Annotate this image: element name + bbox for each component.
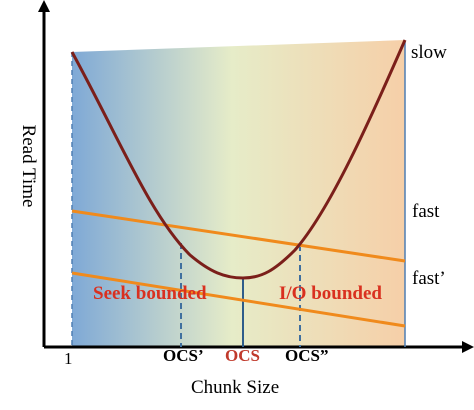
ocs-double-prime-label: OCS” (285, 346, 329, 365)
x-axis-label: Chunk Size (191, 377, 280, 398)
x-axis-arrow (462, 341, 474, 353)
y-axis-label: Read Time (18, 124, 39, 208)
ocs-label: OCS (225, 346, 260, 365)
slow-label: slow (411, 42, 447, 63)
fast-label: fast (412, 201, 440, 222)
fast-prime-line (71, 271, 406, 328)
ocs-prime-label: OCS’ (163, 346, 204, 365)
seek-bounded-label: Seek bounded (93, 283, 207, 304)
read-time-curve (70, 39, 407, 280)
y-axis-arrow (38, 0, 50, 12)
shaded-region (72, 40, 405, 347)
io-bounded-label: I/O bounded (279, 283, 382, 304)
x-tick-1: 1 (64, 349, 73, 368)
fast-prime-label: fast’ (412, 268, 446, 289)
fast-line (71, 209, 406, 263)
